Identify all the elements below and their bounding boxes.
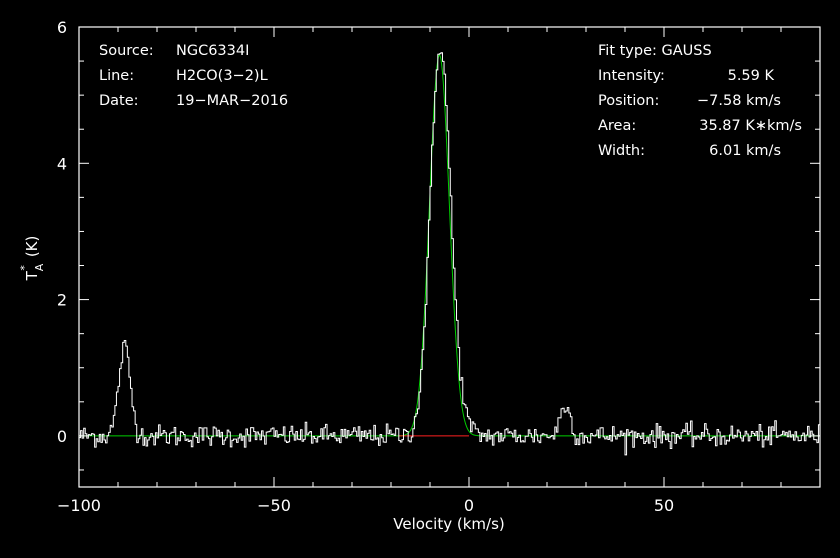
y-tick-label: 4 (57, 154, 67, 173)
header-line-key: Line: (99, 68, 134, 84)
y-axis-title-unit: (K) (23, 236, 41, 258)
x-tick-label: −100 (57, 496, 101, 515)
ticks-layer: −100 −50 0 50 0 2 4 6 (57, 18, 821, 515)
header-source-value: NGC6334I (176, 43, 249, 59)
axes-layer (78, 26, 821, 488)
y-axis-title: TA* (K) (18, 236, 46, 282)
header-date-key: Date: (99, 93, 139, 109)
fit-intensity-value: 5.59 K (728, 68, 775, 84)
gauss-fit-curve (79, 54, 820, 437)
fit-width-key: Width: (598, 143, 645, 159)
fit-info: Fit type: GAUSS Intensity: 5.59 K Positi… (598, 43, 802, 159)
y-axis-title-sup: * (18, 265, 31, 271)
spectrum-layer (79, 52, 820, 456)
x-tick-label: −50 (257, 496, 291, 515)
fit-width-value: 6.01 km/s (709, 143, 781, 159)
x-tick-label: 50 (654, 496, 674, 515)
y-axis-title-sub: A (33, 263, 46, 271)
fit-position-key: Position: (598, 93, 659, 109)
y-tick-label: 6 (57, 18, 67, 37)
header-line-value: H2CO(3−2)L (176, 68, 268, 84)
fit-layer (79, 54, 820, 437)
header-source-key: Source: (99, 43, 154, 59)
y-axis-title-main: T (23, 270, 41, 281)
svg-text:TA*(K): TA* (K) (18, 236, 46, 282)
fit-position-value: −7.58 km/s (697, 93, 781, 109)
fit-type-label: Fit type: GAUSS (598, 43, 712, 59)
spectrum-histogram (79, 52, 820, 456)
fit-area-value: 35.87 K∗km/s (699, 118, 802, 134)
header-info-left: Source: NGC6334I Line: H2CO(3−2)L Date: … (99, 43, 288, 109)
y-tick-label: 0 (57, 427, 67, 446)
fit-intensity-key: Intensity: (598, 68, 665, 84)
x-axis-title: Velocity (km/s) (393, 515, 504, 533)
y-tick-label: 2 (57, 291, 67, 310)
plot-frame (78, 26, 821, 488)
fit-area-key: Area: (598, 118, 636, 134)
header-date-value: 19−MAR−2016 (176, 93, 288, 109)
x-tick-label: 0 (464, 496, 474, 515)
